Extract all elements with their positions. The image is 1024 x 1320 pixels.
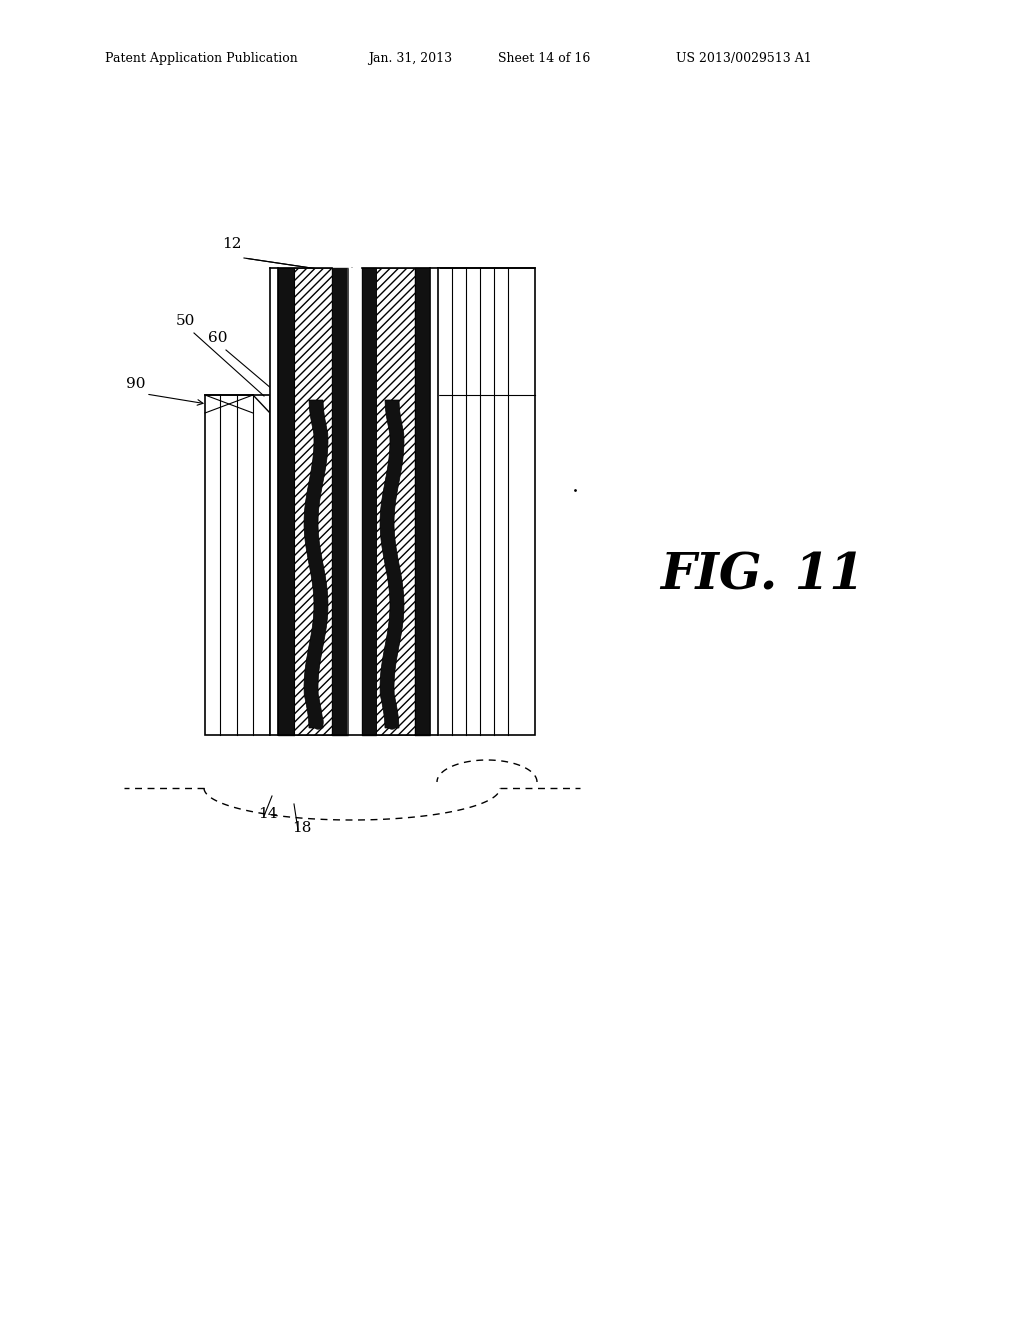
Polygon shape [304, 400, 328, 729]
Text: 50: 50 [176, 314, 196, 327]
Text: 18: 18 [292, 821, 311, 836]
Text: 12: 12 [222, 238, 242, 251]
Bar [205, 395, 270, 735]
Text: FIG. 11: FIG. 11 [660, 552, 864, 601]
Polygon shape [376, 268, 415, 735]
Bar [438, 268, 535, 735]
Text: Patent Application Publication: Patent Application Publication [105, 51, 298, 65]
Text: Sheet 14 of 16: Sheet 14 of 16 [498, 51, 591, 65]
Ellipse shape [387, 715, 397, 729]
Polygon shape [380, 400, 404, 729]
Text: 90: 90 [126, 378, 145, 391]
Text: 60: 60 [208, 331, 227, 345]
Ellipse shape [313, 715, 323, 729]
Text: Jan. 31, 2013: Jan. 31, 2013 [368, 51, 453, 65]
Text: 14: 14 [258, 807, 278, 821]
Text: US 2013/0029513 A1: US 2013/0029513 A1 [676, 51, 812, 65]
Polygon shape [294, 268, 332, 735]
